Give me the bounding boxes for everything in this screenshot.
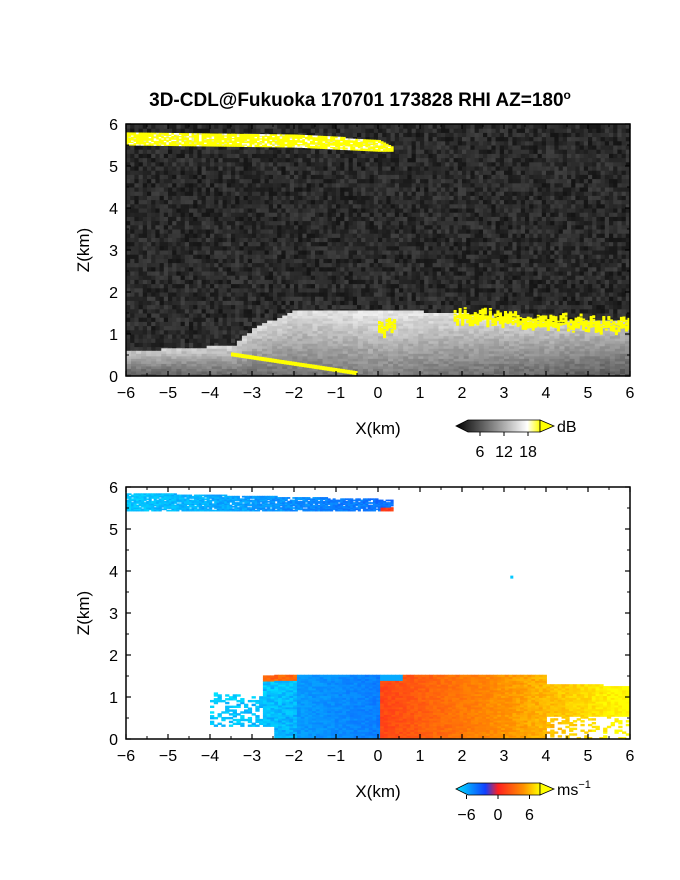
colorbar-max-triangle [539, 782, 556, 796]
y-tick-label: 1 [109, 690, 118, 707]
x-tick-label: 5 [584, 385, 593, 402]
low-level-line [231, 352, 358, 376]
x-tick-label: 3 [500, 748, 509, 765]
axes: −6 −5 −4 −3 −2 −1 0 1 2 3 4 5 6 0 1 2 3 4 5 6 [109, 480, 634, 765]
x-tick-label: 1 [416, 385, 425, 402]
x-tick-label: 0 [374, 385, 383, 402]
y-tick-label: 3 [109, 606, 118, 623]
colorbar-tick-label: −6 [457, 807, 475, 824]
y-tick-label: 0 [109, 369, 118, 386]
upper-layer-echo [126, 132, 394, 152]
x-tick-label: −2 [285, 385, 303, 402]
axes: −6 −5 −4 −3 −2 −1 0 1 2 3 4 5 6 0 1 2 3 4 5 6 [109, 117, 634, 402]
x-tick-label: −5 [159, 385, 177, 402]
velocity-panel: −6 −5 −4 −3 −2 −1 0 1 2 3 4 5 6 0 1 2 3 4 5 6 X(km) Z(km) m… [74, 480, 635, 824]
y-tick-label: 4 [109, 564, 118, 581]
upper-layer-velocity [126, 493, 394, 512]
x-tick-label: −6 [117, 748, 135, 765]
y-tick-label: 0 [109, 732, 118, 749]
colorbar-bar [455, 419, 541, 433]
x-tick-label: 4 [542, 748, 551, 765]
isolated-point [510, 575, 514, 579]
boundary-top-echo [378, 307, 630, 339]
colorbar-tick-label: 6 [525, 807, 534, 824]
y-axis-label: Z(km) [74, 228, 93, 272]
x-tick-label: 1 [416, 748, 425, 765]
colorbar: ms−1 −6 0 6 [455, 779, 591, 824]
y-tick-label: 1 [109, 327, 118, 344]
colorbar-unit: ms−1 [557, 779, 591, 799]
y-tick-label: 5 [109, 522, 118, 539]
y-tick-label: 2 [109, 648, 118, 665]
x-tick-label: 2 [458, 385, 467, 402]
x-tick-label: 6 [626, 748, 635, 765]
x-tick-label: −5 [159, 748, 177, 765]
y-tick-label: 3 [109, 243, 118, 260]
x-tick-label: 0 [374, 748, 383, 765]
velocity-field [126, 487, 630, 739]
y-tick-label: 6 [109, 480, 118, 497]
colorbar-max-triangle [539, 419, 556, 433]
x-axis-label: X(km) [355, 782, 400, 801]
x-tick-label: 2 [458, 748, 467, 765]
colorbar-tick-label: 18 [519, 444, 537, 461]
x-tick-label: −2 [285, 748, 303, 765]
x-tick-label: 3 [500, 385, 509, 402]
x-tick-label: −3 [243, 385, 261, 402]
x-tick-label: −4 [201, 385, 219, 402]
x-tick-label: 4 [542, 385, 551, 402]
x-tick-label: −3 [243, 748, 261, 765]
colorbar-bar [455, 782, 541, 796]
boundary-layer-velocity [210, 674, 630, 739]
x-tick-label: 6 [626, 385, 635, 402]
chart-title: 3D-CDL@Fukuoka 170701 173828 RHI AZ=180o [149, 88, 571, 111]
colorbar: dB 6 12 18 [455, 419, 577, 461]
x-tick-label: −6 [117, 385, 135, 402]
x-tick-label: −1 [327, 748, 345, 765]
x-axis-label: X(km) [355, 419, 400, 438]
y-axis-label: Z(km) [74, 591, 93, 635]
y-tick-label: 6 [109, 117, 118, 134]
y-tick-label: 5 [109, 159, 118, 176]
colorbar-tick-label: 0 [494, 807, 503, 824]
y-tick-label: 2 [109, 285, 118, 302]
x-tick-label: −4 [201, 748, 219, 765]
colorbar-tick-label: 6 [476, 444, 485, 461]
x-tick-label: 5 [584, 748, 593, 765]
colorbar-tick-label: 12 [495, 444, 513, 461]
x-tick-label: −1 [327, 385, 345, 402]
y-tick-label: 4 [109, 201, 118, 218]
colorbar-unit: dB [557, 419, 577, 436]
backscatter-field [126, 124, 630, 376]
